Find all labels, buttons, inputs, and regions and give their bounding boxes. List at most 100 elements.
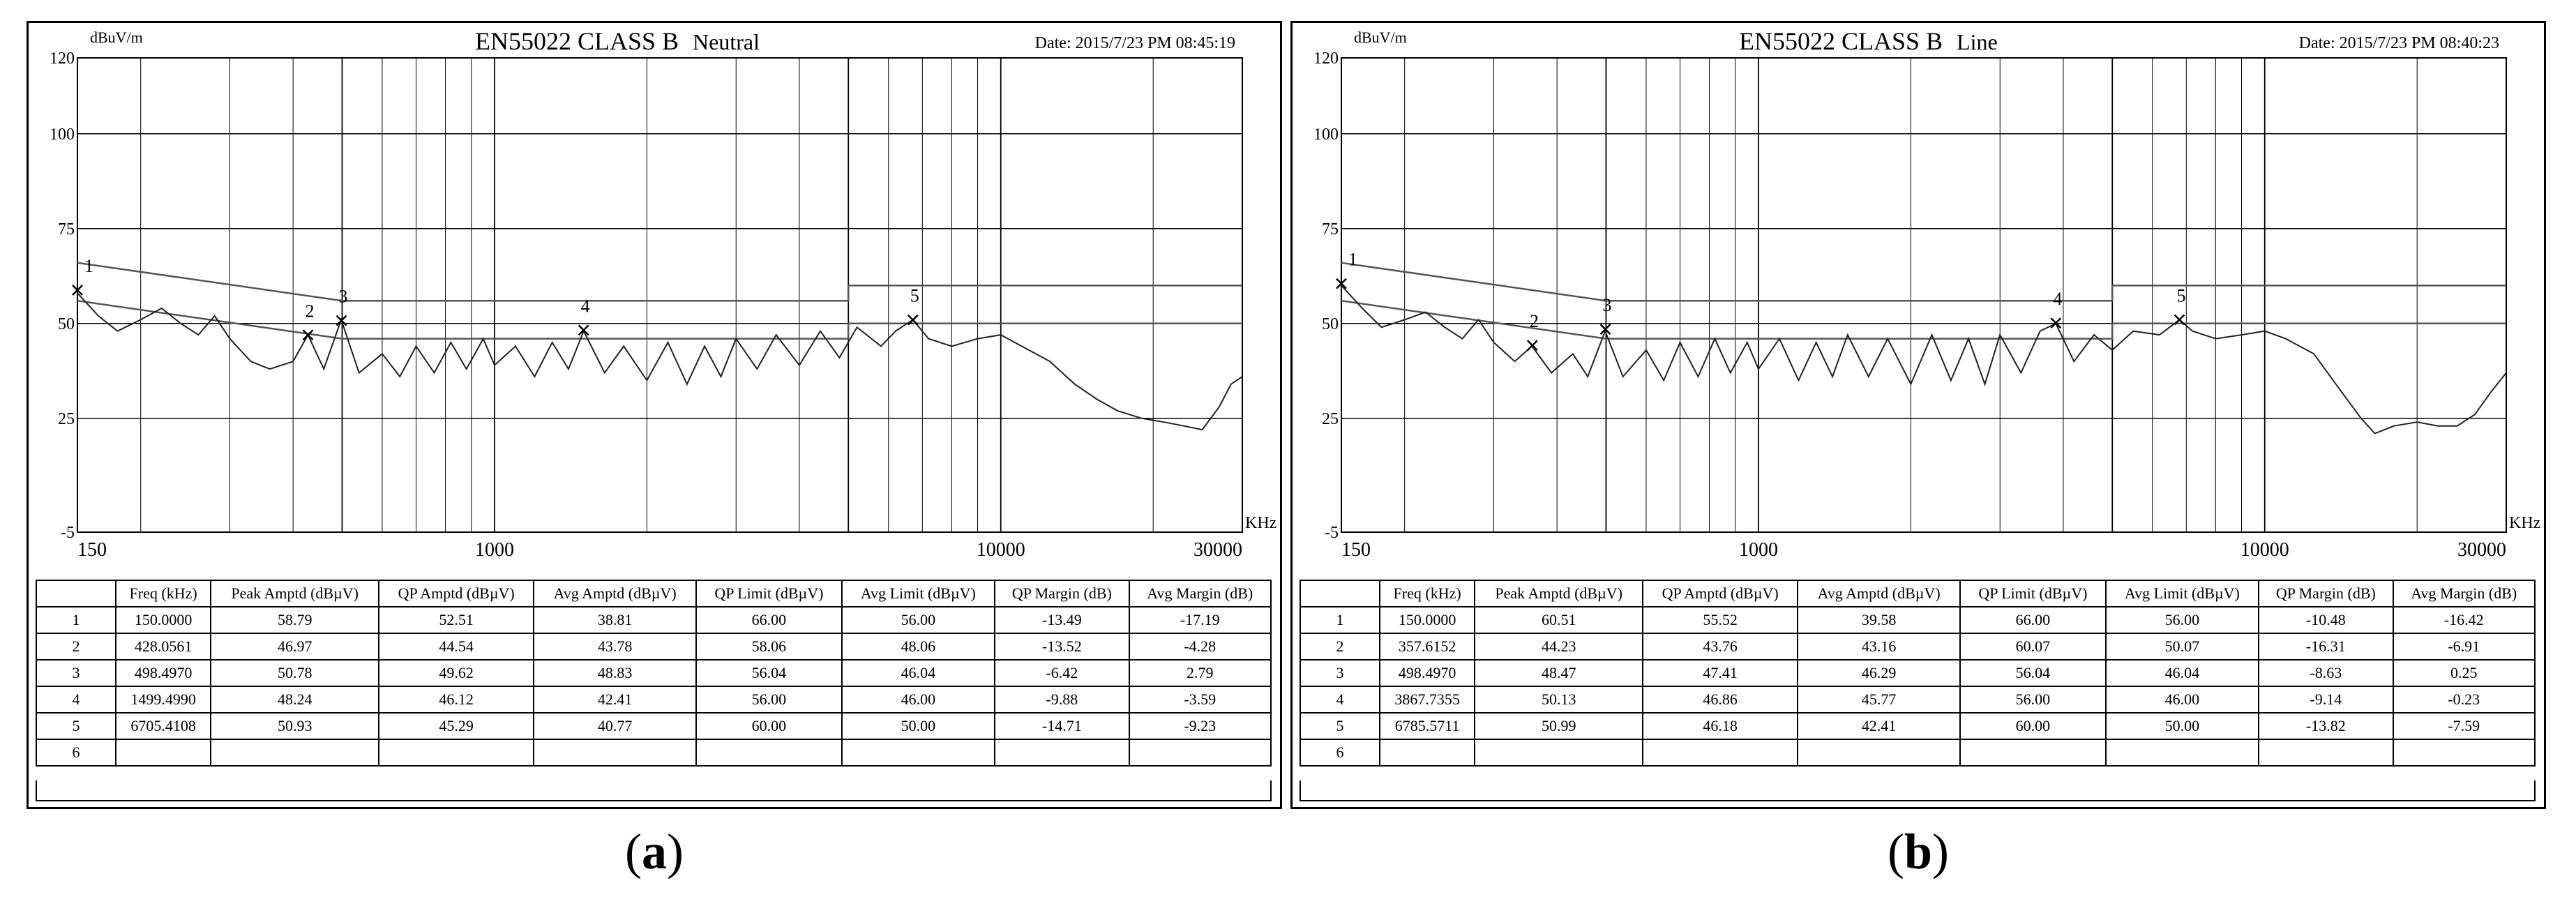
chart-subtitle: Line	[1957, 29, 1998, 54]
column-header	[1300, 580, 1380, 607]
table-header-row: Freq (kHz) Peak Amptd (dBµV) QP Amptd (dBµ…	[1300, 580, 2536, 607]
table-cell: 46.97	[210, 633, 380, 660]
y-tick-label: 25	[1322, 410, 1339, 428]
table-row: 5 6705.4108 50.93 45.29 40.77 60.00 50.00 -14.7…	[36, 712, 1272, 740]
marker-cross	[1599, 324, 1611, 335]
table-cell: 48.24	[210, 686, 380, 714]
x-tick-label: 30000	[1193, 539, 1242, 561]
table-cell: 56.00	[695, 686, 843, 714]
table-cell: -6.91	[2392, 633, 2536, 660]
table-cell	[1378, 739, 1476, 767]
marker-cross	[907, 314, 919, 326]
caption-b: (b)	[1887, 824, 1949, 879]
caption-a: (a)	[625, 824, 684, 879]
emission-chart-line: dBuV/m EN55022 CLASS B Line Date: 2015/7/23…	[1313, 27, 2540, 561]
marker-label: 3	[1603, 295, 1612, 315]
qp-limit-line	[77, 262, 1242, 302]
table-cell: 56.04	[1959, 659, 2107, 687]
table-cell: 2	[1300, 633, 1380, 660]
table-row: 6	[36, 739, 1272, 767]
table-cell: 50.93	[210, 712, 380, 740]
chart-title-text: EN55022 CLASS B	[475, 27, 679, 55]
table-cell: -13.82	[2258, 712, 2394, 740]
table-cell: 3	[36, 659, 116, 687]
table-cell: 6	[1300, 739, 1380, 767]
table-cell: 50.78	[210, 659, 380, 687]
column-header: Avg Amptd (dBµV)	[1797, 580, 1961, 607]
y-axis-unit: dBuV/m	[90, 29, 143, 46]
y-tick-label: 100	[50, 126, 75, 144]
marker-cross	[2174, 314, 2185, 326]
y-tick-label: 100	[1313, 126, 1339, 144]
marker-cross	[2050, 317, 2062, 329]
marker-cross	[1336, 278, 1347, 289]
table-cell	[841, 739, 996, 767]
table-cell: 46.04	[841, 659, 996, 687]
table-cell: 2.79	[1128, 659, 1272, 687]
table-cell: 56.00	[2104, 606, 2260, 634]
table-cell: 5	[36, 712, 116, 740]
qp-limit-line	[1341, 262, 2506, 302]
table-cell: 60.07	[1959, 633, 2107, 660]
table-cell: 43.16	[1797, 633, 1961, 660]
table-row: 4 1499.4990 48.24 46.12 42.41 56.00 46.00 -9.88…	[36, 686, 1272, 714]
chart-title: EN55022 CLASS B Line	[1739, 27, 1998, 55]
table-cell: 47.41	[1642, 659, 1799, 687]
table-cell: 46.86	[1642, 686, 1799, 714]
marker-label: 5	[2176, 285, 2185, 305]
chart-subtitle: Neutral	[693, 29, 760, 54]
table-cell: 46.12	[378, 686, 535, 714]
table-header-row: Freq (kHz) Peak Amptd (dBµV) QP Amptd (dBµ…	[36, 580, 1272, 607]
table-cell: 60.00	[695, 712, 843, 740]
table-cell: 6	[36, 739, 116, 767]
table-cell: 4	[1300, 686, 1380, 714]
avg-limit-line	[1341, 299, 2506, 340]
table-cell	[2258, 739, 2394, 767]
chart-date: Date: 2015/7/23 PM 08:45:19	[1035, 34, 1235, 52]
table-cell: -13.49	[994, 606, 1130, 634]
table-row: 4 3867.7355 50.13 46.86 45.77 56.00 46.00 -9.14…	[1300, 686, 2536, 714]
marker-cross	[302, 329, 314, 341]
table-cell: 46.00	[2104, 686, 2260, 714]
column-header: QP Amptd (dBµV)	[378, 580, 535, 607]
column-header: Avg Margin (dB)	[2392, 580, 2536, 607]
table-cell	[1474, 739, 1644, 767]
table-cell: 56.00	[1959, 686, 2107, 714]
table-cell: 48.83	[533, 659, 698, 687]
x-tick-label: 10000	[2240, 539, 2289, 561]
table-cell: 428.0561	[114, 633, 212, 660]
table-cell	[1128, 739, 1272, 767]
table-cell: 498.4970	[1378, 659, 1476, 687]
table-footer	[36, 780, 1272, 801]
table-cell: 3	[1300, 659, 1380, 687]
table-cell: 50.00	[2104, 712, 2260, 740]
table-cell: 5	[1300, 712, 1380, 740]
table-row: 6	[1300, 739, 2536, 767]
table-cell: -17.19	[1128, 606, 1272, 634]
column-header	[36, 580, 116, 607]
table-cell: 66.00	[695, 606, 843, 634]
plot-frame	[1341, 57, 2507, 533]
y-tick-label: 120	[50, 50, 75, 68]
column-header: QP Limit (dBµV)	[1959, 580, 2107, 607]
table-cell: 2	[36, 633, 116, 660]
table-cell: 56.04	[695, 659, 843, 687]
column-header: QP Margin (dB)	[2258, 580, 2394, 607]
table-cell: 42.41	[1797, 712, 1961, 740]
table-cell: 46.00	[841, 686, 996, 714]
y-tick-label: 75	[58, 220, 75, 239]
marker-point	[72, 285, 83, 296]
marker-label: 3	[339, 287, 348, 307]
y-tick-label: 50	[58, 315, 75, 333]
column-header: QP Margin (dB)	[994, 580, 1130, 607]
marker-cross	[336, 315, 347, 326]
marker-point	[302, 329, 314, 341]
emission-trace	[77, 292, 1243, 431]
table-cell: 48.47	[1474, 659, 1644, 687]
table-footer	[1300, 780, 2536, 801]
table-cell: 46.04	[2104, 659, 2260, 687]
emission-chart-neutral: dBuV/m EN55022 CLASS B Neutral Date: 2015/7…	[50, 27, 1276, 561]
y-tick-label: 25	[58, 410, 75, 428]
table-cell: 1499.4990	[114, 686, 212, 714]
marker-cross	[1526, 340, 1538, 352]
